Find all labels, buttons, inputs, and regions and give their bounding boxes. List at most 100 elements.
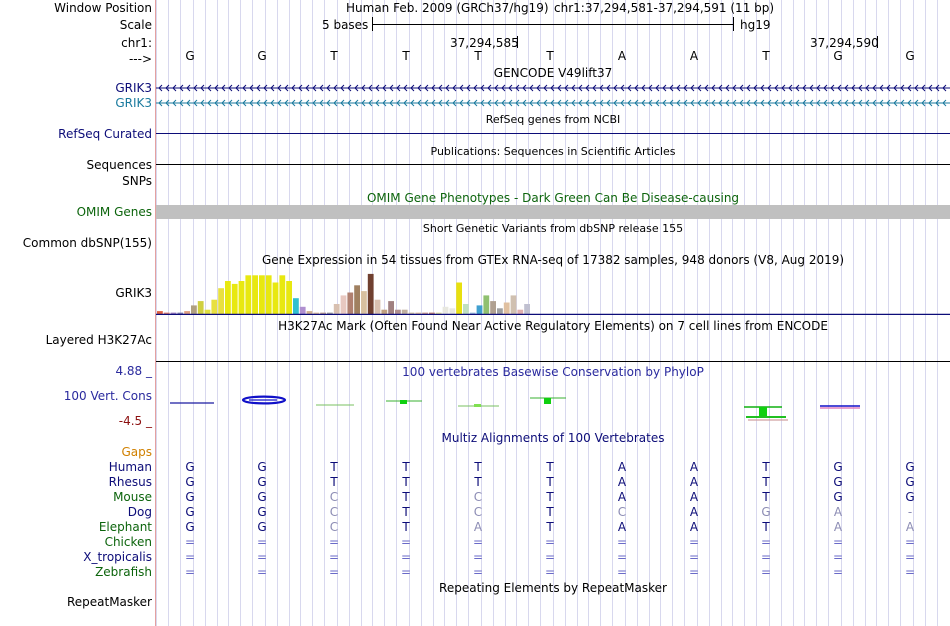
gtex-bar[interactable] — [347, 292, 354, 315]
gtex-bar[interactable] — [510, 295, 517, 314]
gtex-bar[interactable] — [191, 305, 197, 314]
gtex-bar[interactable] — [218, 288, 224, 314]
grid-line — [913, 0, 914, 626]
species-label[interactable]: Dog — [127, 505, 152, 519]
publications-label[interactable]: Sequences — [86, 158, 152, 172]
alignment-base: = — [544, 565, 556, 579]
gtex-bar[interactable] — [231, 283, 238, 314]
h3k27ac-label[interactable]: Layered H3K27Ac — [45, 333, 152, 347]
gtex-bar[interactable] — [435, 312, 442, 314]
gtex-bar[interactable] — [367, 273, 374, 314]
gtex-bar[interactable] — [469, 312, 476, 314]
phylop-logo[interactable] — [156, 380, 950, 426]
alignment-base: T — [762, 460, 770, 474]
gtex-bar[interactable] — [422, 312, 428, 314]
gtex-bar[interactable] — [333, 304, 340, 314]
gencode-transcript-1[interactable] — [156, 81, 950, 95]
gencode-gene-label-2[interactable]: GRIK3 — [115, 96, 152, 110]
gtex-bar[interactable] — [517, 309, 524, 314]
gtex-bar[interactable] — [259, 275, 265, 314]
gtex-bar[interactable] — [177, 312, 184, 314]
publications-line[interactable] — [156, 164, 950, 165]
gtex-bar[interactable] — [211, 299, 218, 314]
omim-label[interactable]: OMIM Genes — [76, 205, 152, 219]
snps-label[interactable]: SNPs — [122, 174, 152, 188]
alignment-base: G — [185, 460, 195, 474]
alignment-base: G — [257, 490, 267, 504]
refseq-label[interactable]: RefSeq Curated — [58, 127, 152, 141]
ruler-base: T — [546, 49, 554, 63]
gtex-bar[interactable] — [313, 312, 320, 314]
gtex-bar[interactable] — [204, 309, 211, 314]
gtex-bar[interactable] — [265, 275, 272, 314]
species-label[interactable]: Chicken — [104, 535, 152, 549]
gtex-bar[interactable] — [476, 305, 483, 314]
gtex-bar[interactable] — [524, 304, 530, 314]
gtex-bar[interactable] — [238, 281, 245, 314]
species-label[interactable]: X_tropicalis — [83, 550, 152, 564]
gtex-bar[interactable] — [163, 312, 170, 314]
gtex-bar[interactable] — [415, 312, 422, 314]
gtex-bar[interactable] — [497, 308, 503, 314]
gtex-label[interactable]: GRIK3 — [115, 286, 152, 300]
gtex-bar[interactable] — [361, 291, 367, 314]
gtex-bar[interactable] — [225, 281, 231, 314]
repeatmasker-title: Repeating Elements by RepeatMasker — [439, 581, 667, 595]
gtex-bar[interactable] — [340, 295, 347, 314]
gtex-bar[interactable] — [157, 311, 163, 314]
gtex-bar[interactable] — [354, 285, 360, 314]
gtex-bar[interactable] — [184, 311, 190, 314]
gtex-bar[interactable] — [429, 312, 435, 314]
grid-line — [312, 0, 313, 626]
dbsnp-label[interactable]: Common dbSNP(155) — [22, 236, 152, 250]
omim-gene-bar[interactable] — [156, 205, 950, 219]
gtex-bar[interactable] — [490, 301, 496, 314]
gencode-gene-label-1[interactable]: GRIK3 — [115, 81, 152, 95]
gtex-bar[interactable] — [272, 282, 279, 315]
species-label[interactable]: Mouse — [113, 490, 152, 504]
gencode-transcript-2[interactable] — [156, 96, 950, 110]
species-label[interactable]: Human — [108, 460, 152, 474]
gtex-bar[interactable] — [381, 309, 388, 314]
gtex-bar[interactable] — [252, 275, 258, 314]
alignment-base: = — [688, 535, 700, 549]
gtex-bar[interactable] — [483, 295, 490, 314]
gtex-bar[interactable] — [388, 301, 394, 314]
alignment-base: A — [689, 460, 699, 474]
species-label[interactable]: Zebrafish — [95, 565, 152, 579]
gtex-bar[interactable] — [503, 302, 510, 315]
species-label[interactable]: Rhesus — [108, 475, 152, 489]
gtex-bar[interactable] — [293, 298, 299, 314]
gtex-bar[interactable] — [449, 308, 456, 314]
gtex-bar[interactable] — [463, 304, 469, 314]
gtex-bar[interactable] — [456, 282, 462, 315]
gtex-bar[interactable] — [327, 312, 333, 314]
alignment-base: = — [904, 535, 916, 549]
gtex-bar[interactable] — [395, 309, 401, 314]
grid-line — [156, 0, 157, 626]
alignment-base: G — [905, 490, 915, 504]
gtex-bar[interactable] — [306, 311, 313, 314]
gtex-bar[interactable] — [401, 309, 408, 314]
h3k27ac-title: H3K27Ac Mark (Often Found Near Active Re… — [278, 319, 828, 333]
gtex-bar[interactable] — [408, 312, 415, 314]
repeatmasker-label[interactable]: RepeatMasker — [66, 595, 152, 609]
gtex-bar[interactable] — [245, 275, 252, 314]
gtex-bar[interactable] — [442, 306, 449, 314]
gencode-title: GENCODE V49lift37 — [493, 66, 613, 80]
species-label[interactable]: Elephant — [98, 520, 152, 534]
alignment-base: G — [185, 475, 195, 489]
gtex-bar[interactable] — [374, 299, 381, 314]
gaps-label[interactable]: Gaps — [121, 445, 152, 459]
gtex-bar[interactable] — [170, 312, 177, 314]
gtex-bar[interactable] — [299, 306, 306, 314]
phylop-label[interactable]: 100 Vert. Cons — [63, 389, 152, 403]
refseq-line[interactable] — [156, 133, 950, 134]
alignment-base: = — [328, 535, 340, 549]
gtex-bar[interactable] — [286, 281, 292, 314]
gtex-chart[interactable] — [156, 268, 950, 315]
gtex-bar[interactable] — [320, 312, 326, 314]
gtex-bar[interactable] — [197, 301, 204, 314]
gtex-bar[interactable] — [279, 275, 286, 314]
